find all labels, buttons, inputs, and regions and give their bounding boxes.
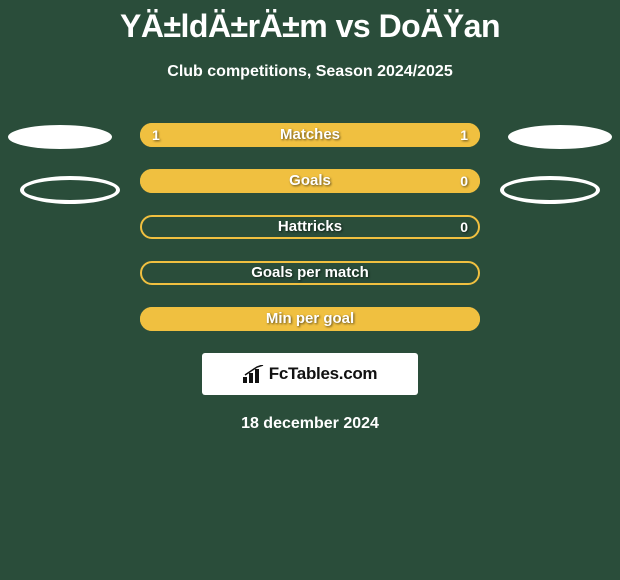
stat-row: 1 Matches 1 — [140, 123, 480, 147]
stat-label: Hattricks — [140, 215, 480, 239]
stat-row: Goals 0 — [140, 169, 480, 193]
chart-icon — [243, 365, 265, 383]
logo-box[interactable]: FcTables.com — [202, 353, 418, 395]
stat-label: Min per goal — [140, 307, 480, 331]
stat-row: Min per goal — [140, 307, 480, 331]
stat-val-right: 0 — [460, 215, 468, 239]
stat-val-right: 0 — [460, 169, 468, 193]
stat-label: Matches — [140, 123, 480, 147]
stat-row: Goals per match — [140, 261, 480, 285]
logo-inner: FcTables.com — [243, 364, 378, 384]
stat-label: Goals per match — [140, 261, 480, 285]
subtitle: Club competitions, Season 2024/2025 — [0, 63, 620, 81]
page-title: YÄ±ldÄ±rÄ±m vs DoÄŸan — [0, 0, 620, 45]
stats-container: 1 Matches 1 Goals 0 Hattricks 0 Goals pe… — [0, 123, 620, 331]
date-text: 18 december 2024 — [0, 415, 620, 433]
stat-label: Goals — [140, 169, 480, 193]
stat-row: Hattricks 0 — [140, 215, 480, 239]
stat-val-right: 1 — [460, 123, 468, 147]
logo-text: FcTables.com — [269, 364, 378, 384]
